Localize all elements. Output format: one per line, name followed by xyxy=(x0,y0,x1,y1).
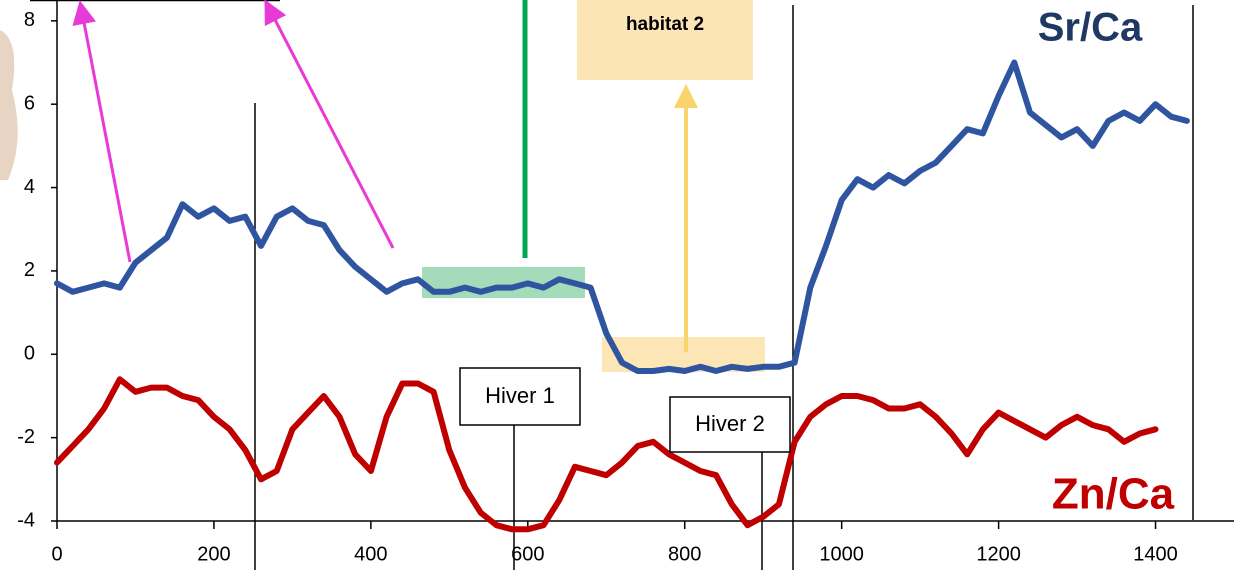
y-tick-label: 2 xyxy=(24,259,35,281)
y-tick-label: -2 xyxy=(17,426,35,448)
y-tick-label: -4 xyxy=(17,509,35,531)
x-tick-label: 600 xyxy=(511,543,544,565)
series-line xyxy=(54,376,1159,533)
x-tick-label: 1000 xyxy=(819,543,864,565)
photo-fragment xyxy=(0,30,18,180)
y-tick-label: 0 xyxy=(24,343,35,365)
habitat-label: habitat 2 xyxy=(626,14,704,35)
series-line xyxy=(54,59,1190,374)
magenta-arrow xyxy=(264,0,395,249)
hiver-box xyxy=(669,396,791,453)
habitat-box xyxy=(577,0,753,80)
y-tick-label: 4 xyxy=(24,176,35,198)
x-tick-label: 1200 xyxy=(976,543,1021,565)
hiver-label: Hiver 2 xyxy=(695,411,765,436)
x-tick-label: 800 xyxy=(668,543,701,565)
hiver-label: Hiver 1 xyxy=(485,383,555,408)
x-tick-label: 200 xyxy=(197,543,230,565)
y-tick-label: 6 xyxy=(24,92,35,114)
x-tick-label: 1400 xyxy=(1133,543,1178,565)
x-tick-label: 0 xyxy=(51,543,62,565)
series-label: Zn/Ca xyxy=(1052,470,1175,519)
y-tick-label: 8 xyxy=(24,9,35,31)
x-tick-label: 400 xyxy=(354,543,387,565)
magenta-arrow xyxy=(72,0,132,263)
separators xyxy=(254,5,1194,570)
series-label: Sr/Ca xyxy=(1038,6,1143,50)
hiver-box xyxy=(459,367,581,426)
plot: -4 -2 0 2 4 6 8 0 200 400 600 800 1000 1200 1400 xyxy=(17,0,1234,565)
